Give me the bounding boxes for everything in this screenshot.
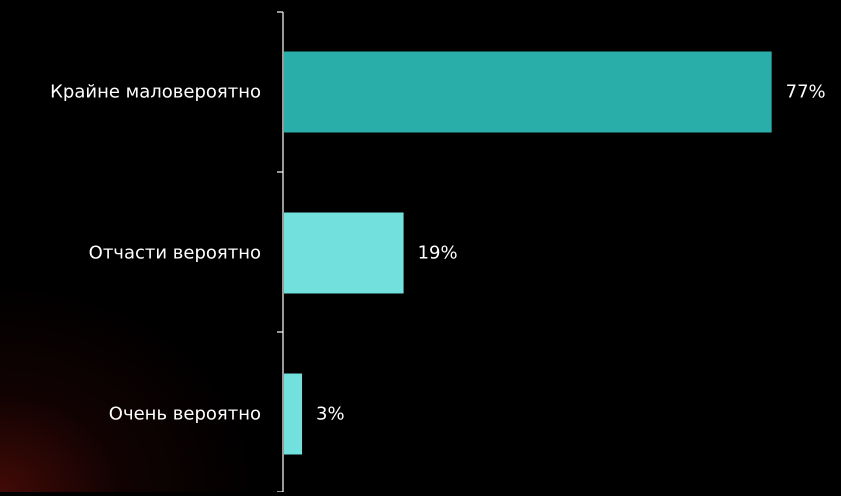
category-label: Очень вероятно xyxy=(109,404,261,425)
bars-layer xyxy=(284,51,772,455)
value-label: 19% xyxy=(418,243,458,264)
labels-layer: Крайне маловероятно 77% Отчасти вероятно 19… xyxy=(50,82,826,425)
bar xyxy=(284,373,303,455)
value-label: 3% xyxy=(316,404,345,425)
bar xyxy=(284,51,772,133)
category-label: Крайне маловероятно xyxy=(50,82,261,103)
value-label: 77% xyxy=(786,82,826,103)
axis-layer xyxy=(277,11,284,493)
category-label: Отчасти вероятно xyxy=(89,243,261,264)
bar xyxy=(284,212,404,294)
